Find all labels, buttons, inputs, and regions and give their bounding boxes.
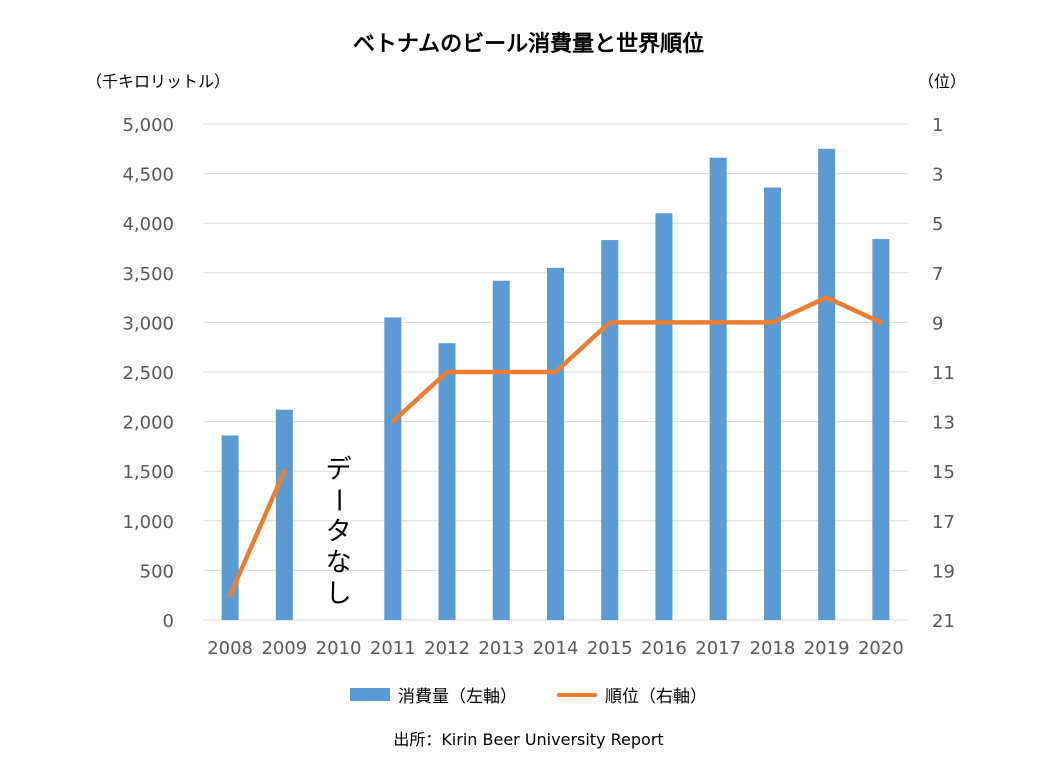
bar xyxy=(384,317,402,620)
line-series xyxy=(227,295,884,598)
x-tick-label: 2010 xyxy=(316,638,362,659)
y-left-tick-label: 2,500 xyxy=(122,363,174,384)
y-right-tick-label: 17 xyxy=(932,512,955,533)
y-right-tick-label: 3 xyxy=(932,165,943,186)
bar xyxy=(709,157,727,620)
y-left-tick-label: 500 xyxy=(140,561,174,582)
bar xyxy=(547,267,564,620)
no-data-char: タ xyxy=(326,517,352,547)
y-right-tick-label: 7 xyxy=(932,264,943,285)
y-right-tick-label: 19 xyxy=(932,561,955,582)
source-note: 出所：Kirin Beer University Report xyxy=(393,730,664,749)
legend-swatch-line xyxy=(557,692,597,697)
bar xyxy=(818,148,836,621)
x-tick-label: 2014 xyxy=(533,638,579,659)
left-axis-unit: （千キロリットル） xyxy=(86,72,231,91)
legend-swatch-bar xyxy=(350,688,390,701)
rank-line-segment xyxy=(390,295,884,424)
bar xyxy=(763,187,781,620)
y-left-tick-label: 0 xyxy=(163,611,174,632)
y-right-tick-label: 11 xyxy=(932,363,955,384)
bar xyxy=(601,240,619,620)
no-data-char: デ xyxy=(326,455,352,485)
no-data-char: し xyxy=(326,579,352,609)
y-left-tick-label: 1,000 xyxy=(122,512,174,533)
y-left-tick-label: 3,500 xyxy=(122,264,174,285)
y-right-tick-label: 5 xyxy=(932,214,943,235)
y-left-tick-label: 2,000 xyxy=(122,413,174,434)
legend-item-bar: 消費量（左軸） xyxy=(350,682,517,707)
axis-labels: 0 500 1,000 1,500 2,000 2,500 3,000 3,500 4,000 4… xyxy=(122,115,954,659)
bar xyxy=(655,213,673,620)
x-tick-label: 2019 xyxy=(804,638,850,659)
y-left-tick-label: 3,000 xyxy=(122,313,174,334)
x-tick-label: 2009 xyxy=(261,638,307,659)
y-right-tick-label: 1 xyxy=(932,115,943,136)
y-right-tick-label: 13 xyxy=(932,413,955,434)
rank-line-segment xyxy=(227,468,287,598)
y-right-tick-label: 9 xyxy=(932,313,943,334)
x-tick-label: 2012 xyxy=(424,638,470,659)
no-data-char: な xyxy=(326,548,352,578)
legend-item-line: 順位（右軸） xyxy=(557,682,707,707)
y-left-tick-label: 4,500 xyxy=(122,165,174,186)
x-tick-label: 2017 xyxy=(695,638,741,659)
y-right-tick-label: 21 xyxy=(932,611,955,632)
legend-label-bar: 消費量（左軸） xyxy=(398,687,517,707)
right-axis-unit: （位） xyxy=(918,72,967,91)
legend-label-line: 順位（右軸） xyxy=(605,687,707,707)
y-right-tick-label: 15 xyxy=(932,462,955,483)
x-tick-label: 2016 xyxy=(641,638,687,659)
x-tick-label: 2015 xyxy=(587,638,633,659)
x-tick-label: 2011 xyxy=(370,638,416,659)
bar xyxy=(872,239,890,620)
y-left-tick-label: 4,000 xyxy=(122,214,174,235)
x-tick-label: 2020 xyxy=(858,638,904,659)
chart-title: ベトナムのビール消費量と世界順位 xyxy=(352,32,705,57)
x-tick-label: 2013 xyxy=(478,638,524,659)
x-tick-label: 2008 xyxy=(207,638,253,659)
x-tick-label: 2018 xyxy=(750,638,796,659)
bar xyxy=(492,280,510,620)
y-left-tick-label: 1,500 xyxy=(122,462,174,483)
no-data-char: ー xyxy=(323,487,353,513)
bar-series xyxy=(221,148,890,621)
bar xyxy=(275,409,293,620)
bar xyxy=(438,343,456,620)
y-left-tick-label: 5,000 xyxy=(122,115,174,136)
legend: 消費量（左軸） 順位（右軸） xyxy=(0,682,1057,707)
chart-plot-area: 0 500 1,000 1,500 2,000 2,500 3,000 3,500 4,000 4… xyxy=(122,115,954,659)
bar xyxy=(221,435,239,620)
